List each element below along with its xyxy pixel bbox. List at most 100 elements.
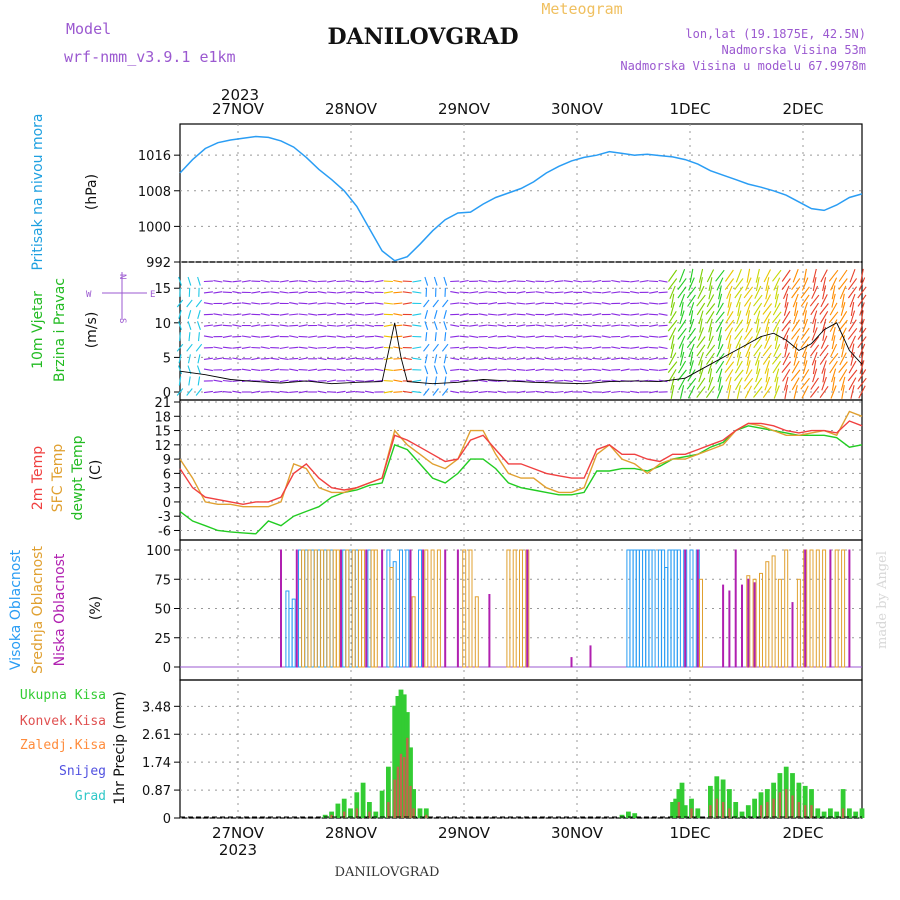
wind-barb	[251, 324, 261, 327]
wind-barb	[317, 390, 327, 394]
wind-barb	[516, 346, 526, 349]
wind-barb	[847, 286, 858, 299]
wind-barb	[838, 269, 848, 282]
wind-barb	[459, 379, 469, 383]
low-cloud-bar	[747, 578, 750, 668]
wind-barb	[734, 327, 744, 340]
conv-precip-bar	[393, 779, 396, 818]
mid-cloud-bar	[301, 549, 306, 668]
wind-barb	[753, 377, 763, 390]
total-precip-bar	[815, 808, 821, 818]
wind-barb	[762, 344, 772, 357]
wind-barb	[677, 327, 687, 340]
wind-barb	[402, 357, 412, 360]
wind-barb	[279, 291, 289, 294]
wind-barb	[412, 346, 422, 350]
wind-barb	[696, 302, 706, 316]
wind-barb	[251, 291, 261, 294]
wind-barb	[735, 335, 743, 349]
conv-precip-bar	[403, 757, 406, 818]
mid-cloud-bar	[771, 555, 776, 668]
wind-barb	[755, 368, 761, 383]
pressure-frame	[179, 123, 863, 263]
wind-barb	[859, 302, 865, 316]
wind-barb	[829, 319, 838, 332]
mid-cloud-bar	[765, 561, 770, 668]
wind-barb	[696, 377, 706, 390]
wind-barb	[764, 318, 770, 333]
wind-barb	[488, 391, 498, 393]
mid-cloud-bar	[436, 549, 441, 668]
wind-barb	[195, 299, 203, 308]
wind-barb	[393, 313, 403, 316]
wind-barb	[708, 326, 713, 341]
wind-barb	[434, 332, 437, 342]
wind-barb	[620, 291, 630, 294]
wind-barb	[232, 324, 242, 327]
mid-cloud-bar	[313, 549, 318, 668]
wind-barb	[708, 277, 713, 292]
wind-barb	[772, 360, 781, 374]
wind-barb	[820, 294, 828, 308]
wind-barb	[668, 352, 677, 366]
wind-barb	[488, 357, 498, 360]
wind-barb	[497, 346, 507, 349]
wind-barb	[820, 311, 829, 324]
wind-barb	[355, 368, 365, 372]
wind-barb	[811, 327, 818, 341]
wind-barb	[716, 277, 724, 291]
wind-barb	[697, 285, 705, 299]
low-cloud-bar	[381, 549, 384, 668]
temp-tick-label: 21	[154, 396, 171, 411]
wind-barb	[774, 368, 780, 383]
wind-barb	[716, 385, 724, 399]
wind-barb	[393, 335, 403, 338]
wind-barb	[544, 291, 554, 294]
wind-barb	[308, 280, 318, 283]
wind-barb	[717, 293, 723, 308]
wind-barb	[828, 352, 839, 365]
wind-barb	[393, 379, 403, 383]
wind-barb	[649, 302, 659, 305]
wind-barb	[791, 360, 800, 374]
total-precip-bar	[695, 808, 701, 818]
conv-precip-bar	[797, 802, 801, 818]
wind-barb	[792, 293, 799, 308]
mid-cloud-axis-label: Srednja Oblacnost	[30, 546, 46, 674]
low-cloud-bar	[570, 657, 573, 668]
wind-barb	[582, 346, 592, 349]
wind-barb	[402, 324, 412, 327]
wind-barb	[298, 369, 308, 371]
wind-barb	[450, 302, 460, 305]
wind-barb	[857, 377, 867, 390]
wind-barb	[708, 285, 713, 300]
wind-barb	[715, 311, 725, 324]
wind-barb	[345, 324, 356, 327]
wind-barb	[308, 302, 318, 305]
wind-barb	[424, 354, 428, 364]
wind-barb	[186, 343, 193, 352]
wind-barb	[412, 313, 422, 316]
conv-precip-bar	[785, 789, 788, 818]
wind-barb	[736, 343, 741, 358]
total-precip-bar	[367, 802, 372, 818]
wind-barb	[178, 276, 182, 286]
wind-barb	[241, 280, 251, 283]
wind-barb	[620, 324, 630, 327]
wind-barb	[260, 357, 270, 360]
wind-barb	[535, 368, 545, 372]
mid-cloud-bar	[506, 549, 511, 668]
wind-barb	[822, 277, 827, 292]
bottom-year-label: 2023	[219, 841, 257, 859]
wind-barb	[187, 276, 192, 286]
wind-barb	[336, 390, 346, 394]
wind-barb	[687, 369, 696, 382]
wind-barb	[188, 332, 191, 342]
wind-barb	[686, 377, 697, 390]
wind-barb	[819, 303, 829, 315]
wind-barb	[639, 346, 649, 349]
wind-barb	[782, 369, 791, 382]
wind-barb	[582, 291, 592, 294]
wind-barb	[707, 376, 714, 391]
